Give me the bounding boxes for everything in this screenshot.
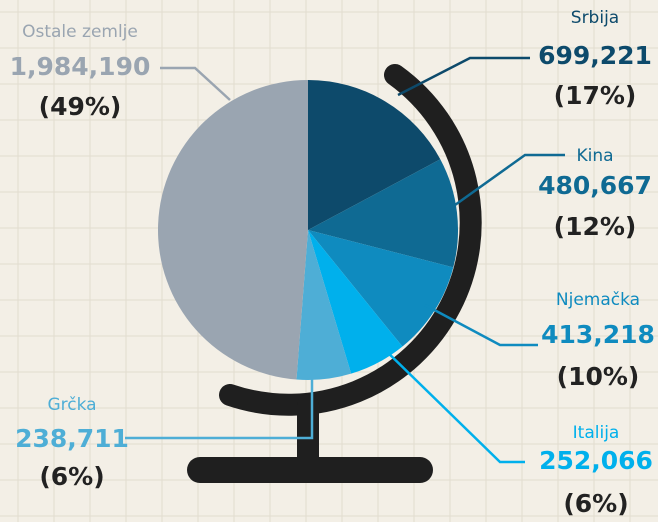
category-label: Italija bbox=[573, 423, 620, 443]
value-label: 413,218 bbox=[541, 320, 655, 349]
value-label: 238,711 bbox=[15, 424, 129, 453]
percent-label: (12%) bbox=[554, 212, 637, 241]
category-label: Kina bbox=[576, 146, 613, 166]
chart: Srbija 699,221 (17%) Kina 480,667 (12%) Njemač… bbox=[0, 0, 658, 522]
category-label: Njemačka bbox=[556, 290, 640, 310]
value-label: 480,667 bbox=[538, 171, 652, 200]
pie bbox=[158, 80, 458, 380]
category-label: Grčka bbox=[47, 395, 96, 415]
category-label: Srbija bbox=[571, 8, 619, 28]
percent-label: (6%) bbox=[563, 489, 628, 518]
value-label: 1,984,190 bbox=[10, 52, 151, 81]
category-label: Ostale zemlje bbox=[22, 22, 138, 42]
pie-slice bbox=[158, 80, 308, 380]
value-label: 699,221 bbox=[538, 41, 652, 70]
percent-label: (10%) bbox=[557, 362, 640, 391]
percent-label: (17%) bbox=[554, 81, 637, 110]
percent-label: (49%) bbox=[39, 92, 122, 121]
value-label: 252,066 bbox=[539, 446, 653, 475]
percent-label: (6%) bbox=[39, 462, 104, 491]
